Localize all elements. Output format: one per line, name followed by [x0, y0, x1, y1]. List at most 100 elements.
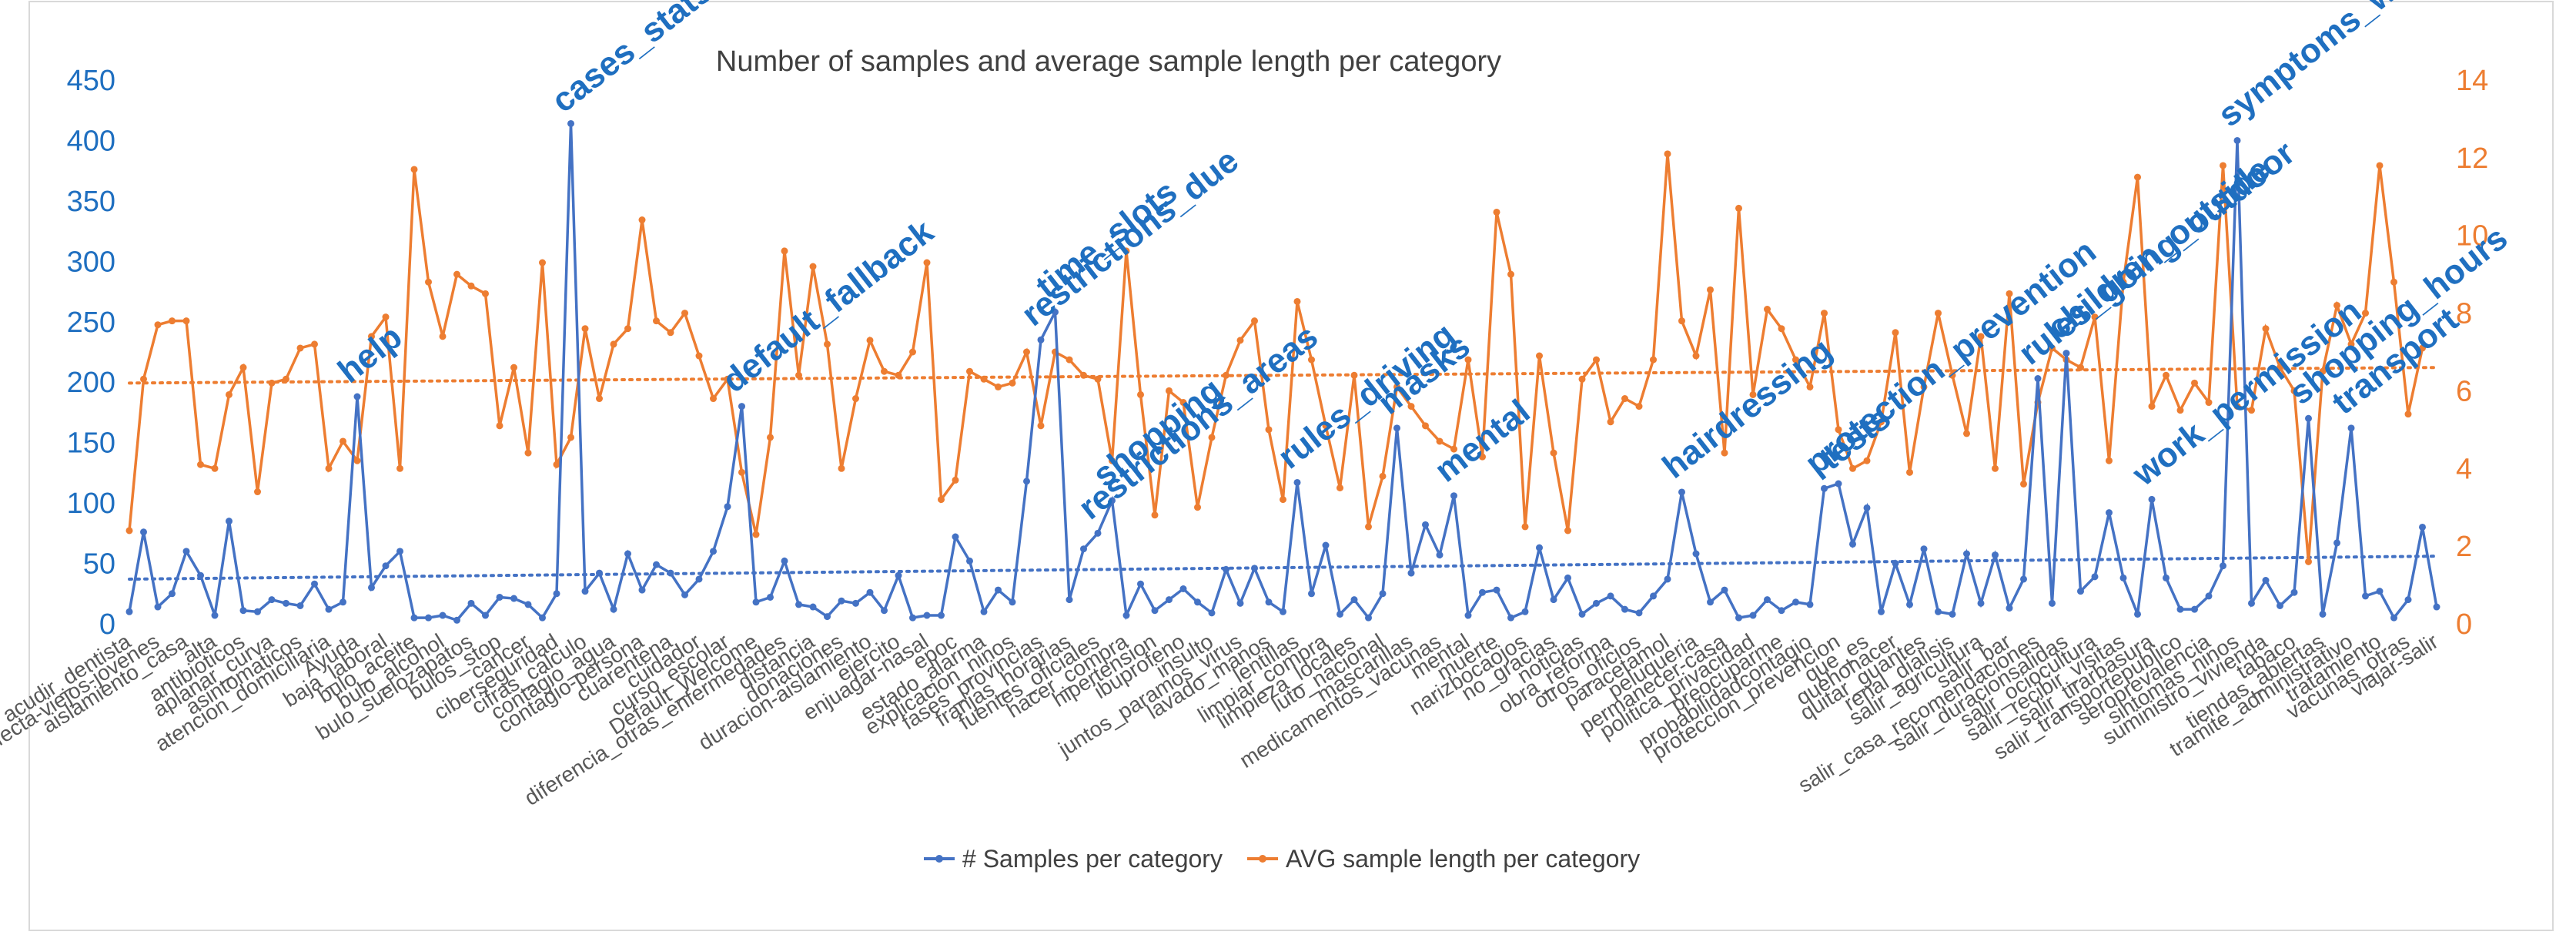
length-point — [1906, 468, 1913, 476]
samples-point — [1536, 544, 1543, 551]
length-point — [980, 375, 988, 383]
length-point — [610, 340, 617, 348]
length-point — [2362, 310, 2369, 317]
samples-point — [1507, 614, 1514, 622]
length-point — [1337, 484, 1343, 491]
samples-point — [2233, 136, 2241, 144]
samples-point — [838, 597, 845, 605]
samples-point — [1521, 608, 1529, 615]
length-point — [1151, 511, 1159, 519]
length-point — [2163, 371, 2170, 379]
length-point — [1464, 356, 1472, 364]
samples-point — [2277, 602, 2283, 609]
samples-point — [1992, 551, 1999, 559]
length-point — [1806, 383, 1814, 390]
samples-point — [368, 584, 375, 591]
length-point — [325, 464, 333, 472]
length-point — [2077, 364, 2084, 371]
samples-point — [2319, 610, 2327, 618]
length-point — [852, 395, 859, 403]
length-point — [396, 464, 403, 472]
samples-point — [1692, 550, 1700, 558]
samples-point — [695, 575, 703, 583]
y2-tick-label: 14 — [2456, 65, 2488, 97]
length-point — [2262, 325, 2270, 333]
samples-point — [1892, 560, 1899, 568]
length-point — [1308, 356, 1315, 364]
length-point — [1066, 356, 1073, 364]
length-point — [382, 313, 390, 321]
length-point — [567, 434, 574, 441]
samples-point — [1436, 551, 1444, 559]
length-point — [824, 340, 831, 348]
samples-point — [340, 598, 346, 606]
length-point — [340, 437, 346, 445]
samples-point — [1878, 608, 1885, 615]
length-point — [923, 259, 931, 266]
samples-point — [1337, 610, 1343, 618]
y-tick-label: 350 — [67, 186, 115, 218]
samples-point — [2347, 424, 2355, 432]
samples-point — [1052, 308, 1059, 316]
samples-point — [1749, 612, 1757, 619]
length-point — [1023, 348, 1030, 356]
samples-point — [1607, 592, 1614, 600]
samples-point — [752, 598, 760, 606]
length-point — [1194, 504, 1201, 511]
samples-point — [980, 608, 988, 615]
length-point — [539, 259, 546, 266]
length-point — [1650, 356, 1657, 364]
y-tick-label: 100 — [67, 488, 115, 520]
y2-tick-label: 4 — [2456, 453, 2472, 485]
length-point — [1920, 383, 1928, 390]
length-point — [1536, 352, 1543, 360]
length-point — [2119, 278, 2127, 286]
samples-point — [2020, 575, 2027, 583]
length-point — [866, 337, 874, 344]
length-point — [1707, 286, 1714, 293]
y-tick-label: 300 — [67, 246, 115, 278]
length-point — [2106, 457, 2113, 464]
samples-point — [1821, 484, 1828, 492]
samples-point — [2419, 523, 2426, 531]
samples-point — [1935, 608, 1942, 615]
samples-point — [283, 599, 289, 607]
length-point — [1692, 352, 1700, 360]
right-axis: 0 2 4 6 8 10 12 14 — [2456, 65, 2488, 641]
samples-point — [2262, 577, 2270, 585]
length-point — [2376, 162, 2384, 169]
samples-point — [1721, 586, 1728, 594]
samples-point — [510, 595, 517, 602]
samples-point — [681, 591, 688, 598]
samples-point — [1963, 550, 1970, 558]
samples-point — [1664, 575, 1671, 583]
length-point — [695, 352, 703, 360]
samples-point — [1849, 540, 1856, 548]
length-point — [2390, 278, 2397, 286]
y2-tick-label: 0 — [2456, 608, 2472, 641]
length-point — [239, 364, 247, 371]
length-point — [353, 457, 361, 464]
samples-point — [653, 561, 660, 568]
samples-point — [239, 607, 247, 615]
length-point — [1322, 422, 1330, 430]
length-point — [1935, 310, 1942, 317]
length-point — [2347, 340, 2355, 348]
length-point — [467, 282, 475, 290]
length-point — [938, 496, 945, 504]
length-point — [1792, 356, 1799, 364]
samples-point — [1179, 585, 1187, 593]
samples-point — [923, 612, 931, 619]
samples-point — [581, 588, 589, 595]
length-point — [752, 531, 760, 538]
samples-point — [1194, 598, 1201, 606]
length-point — [125, 527, 133, 534]
length-point — [2305, 558, 2312, 565]
legend-length-marker — [1259, 855, 1266, 863]
length-point — [311, 340, 318, 348]
length-point — [283, 375, 289, 383]
length-point — [738, 468, 745, 476]
y-tick-label: 200 — [67, 367, 115, 399]
length-point — [2220, 162, 2226, 169]
samples-point — [1393, 424, 1400, 432]
